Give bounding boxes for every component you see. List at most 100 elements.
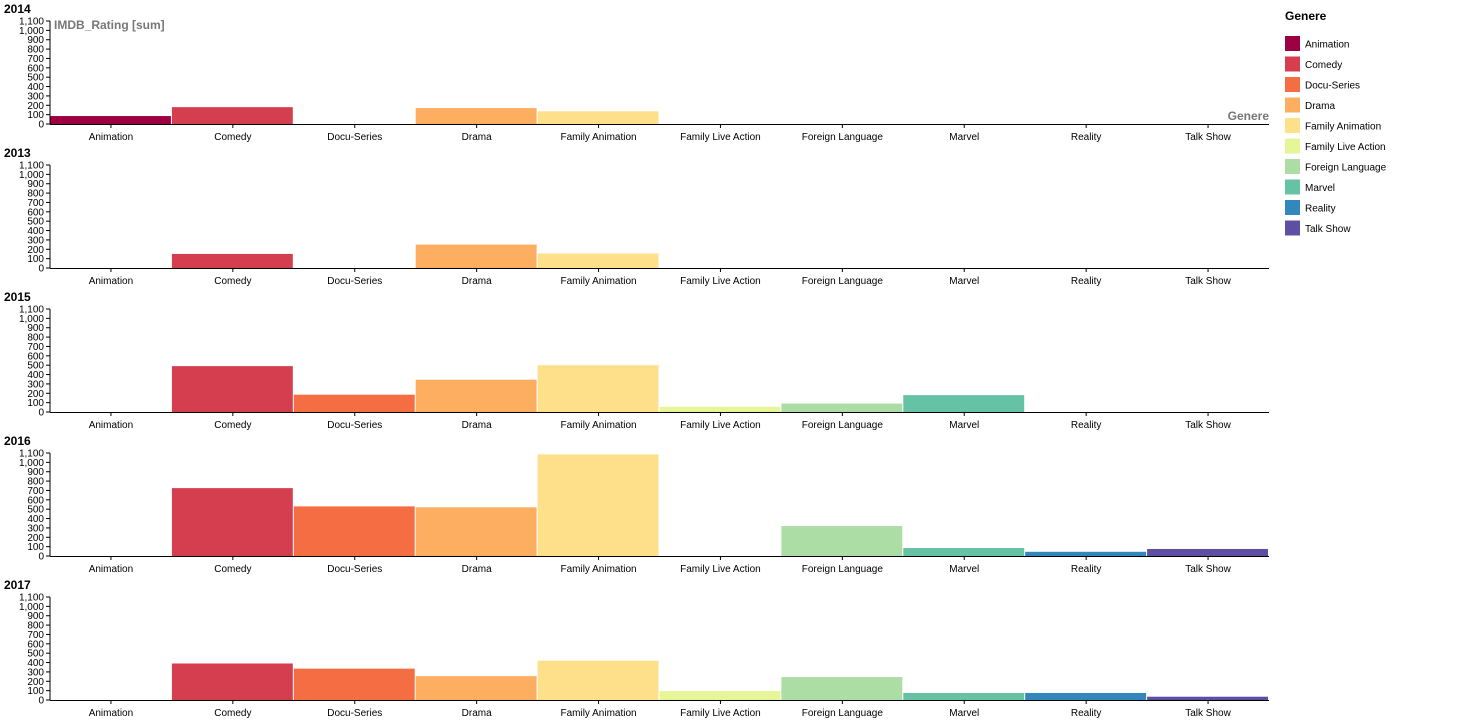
legend-item-foreign-language: Foreign Language xyxy=(1285,159,1387,174)
x-tick-label: Animation xyxy=(89,564,133,575)
y-tick-label: 600 xyxy=(27,207,44,218)
x-tick-label: Comedy xyxy=(214,276,251,287)
y-tick-label: 700 xyxy=(27,54,44,65)
y-tick-label: 400 xyxy=(27,514,44,525)
y-tick-label: 600 xyxy=(27,63,44,74)
bar-2014-family-animation xyxy=(537,111,659,124)
legend-swatch xyxy=(1285,56,1300,72)
y-tick-label: 500 xyxy=(27,649,44,660)
legend-item-animation: Animation xyxy=(1285,36,1349,51)
legend-swatch xyxy=(1285,118,1300,133)
x-tick-label: Foreign Language xyxy=(802,276,884,287)
y-tick-label: 100 xyxy=(27,110,44,121)
y-tick-label: 300 xyxy=(27,379,44,390)
y-tick-label: 800 xyxy=(27,45,44,56)
x-tick-label: Talk Show xyxy=(1185,420,1231,431)
chart-panels: 201401002003004005006007008009001,0001,1… xyxy=(4,2,1269,719)
x-tick-label: Family Animation xyxy=(560,132,636,143)
y-tick-label: 900 xyxy=(27,323,44,334)
y-tick-label: 200 xyxy=(27,245,44,256)
x-tick-label: Docu-Series xyxy=(327,564,382,575)
panel-title: 2016 xyxy=(4,434,31,448)
bar-2015-docu-series xyxy=(293,394,415,412)
x-tick-label: Talk Show xyxy=(1185,276,1231,287)
legend-swatch xyxy=(1285,97,1300,113)
bar-2016-docu-series xyxy=(293,506,415,556)
y-tick-label: 200 xyxy=(27,677,44,688)
y-tick-label: 1,100 xyxy=(19,305,44,316)
x-tick-label: Docu-Series xyxy=(327,420,382,431)
x-tick-label: Animation xyxy=(89,276,133,287)
bar-2014-animation xyxy=(50,116,171,124)
panel-title: 2017 xyxy=(4,578,31,592)
legend-label: Marvel xyxy=(1305,183,1335,194)
bar-2016-family-animation xyxy=(537,454,659,556)
y-tick-label: 700 xyxy=(27,342,44,353)
y-tick-label: 900 xyxy=(27,467,44,478)
y-tick-label: 1,100 xyxy=(19,17,44,28)
y-tick-label: 300 xyxy=(27,523,44,534)
legend-label: Drama xyxy=(1305,101,1335,112)
x-tick-label: Drama xyxy=(462,420,492,431)
x-tick-label: Family Animation xyxy=(560,564,636,575)
bar-2015-foreign-language xyxy=(781,403,903,412)
panel-2017: 2017 01002003004005006007008009001,0001,1… xyxy=(4,578,1269,719)
x-tick-label: Foreign Language xyxy=(802,420,884,431)
y-tick-label: 600 xyxy=(27,351,44,362)
y-tick-label: 0 xyxy=(38,264,44,275)
x-tick-label: Family Live Action xyxy=(680,420,761,431)
legend-swatch xyxy=(1285,36,1300,51)
y-tick-label: 100 xyxy=(27,542,44,553)
y-tick-label: 600 xyxy=(27,639,44,650)
legend-swatch xyxy=(1285,77,1300,92)
legend-swatch xyxy=(1285,159,1300,174)
legend-item-docu-series: Docu-Series xyxy=(1285,77,1360,92)
x-tick-label: Drama xyxy=(462,564,492,575)
y-tick-label: 300 xyxy=(27,667,44,678)
legend: Genere Animation Comedy Docu-Series Drama Fa… xyxy=(1285,9,1387,236)
x-tick-label: Family Animation xyxy=(560,708,636,719)
legend-swatch xyxy=(1285,138,1300,154)
x-tick-label: Drama xyxy=(462,132,492,143)
x-tick-label: Marvel xyxy=(949,564,979,575)
y-tick-label: 200 xyxy=(27,389,44,400)
x-tick-label: Marvel xyxy=(949,708,979,719)
bar-2013-family-animation xyxy=(537,253,659,268)
y-tick-label: 700 xyxy=(27,198,44,209)
bar-2016-reality xyxy=(1025,551,1147,556)
y-tick-label: 100 xyxy=(27,254,44,265)
y-tick-label: 1,000 xyxy=(19,602,44,613)
bar-2016-marvel xyxy=(903,548,1025,556)
y-tick-label: 500 xyxy=(27,73,44,84)
bar-2017-docu-series xyxy=(293,668,415,700)
x-tick-label: Foreign Language xyxy=(802,132,884,143)
x-tick-label: Animation xyxy=(89,132,133,143)
bar-2017-drama xyxy=(415,676,537,700)
y-axis-title: IMDB_Rating [sum] xyxy=(54,18,165,32)
y-tick-label: 300 xyxy=(27,91,44,102)
y-tick-label: 400 xyxy=(27,658,44,669)
x-tick-label: Reality xyxy=(1071,564,1102,575)
x-tick-label: Reality xyxy=(1071,420,1102,431)
x-tick-label: Drama xyxy=(462,708,492,719)
x-tick-label: Comedy xyxy=(214,708,251,719)
legend-label: Reality xyxy=(1305,204,1336,215)
x-tick-label: Reality xyxy=(1071,132,1102,143)
legend-item-reality: Reality xyxy=(1285,200,1336,215)
x-tick-label: Family Live Action xyxy=(680,276,761,287)
y-tick-label: 800 xyxy=(27,189,44,200)
y-tick-label: 500 xyxy=(27,505,44,516)
bar-2014-drama xyxy=(415,108,537,124)
x-tick-label: Family Live Action xyxy=(680,708,761,719)
legend-label: Family Animation xyxy=(1305,122,1381,133)
legend-item-talk-show: Talk Show xyxy=(1285,220,1351,236)
y-tick-label: 900 xyxy=(27,611,44,622)
x-tick-label: Foreign Language xyxy=(802,564,884,575)
x-tick-label: Docu-Series xyxy=(327,276,382,287)
bar-2014-comedy xyxy=(171,107,293,124)
bar-2015-comedy xyxy=(171,366,293,412)
x-tick-label: Comedy xyxy=(214,564,251,575)
bar-2015-family-live-action xyxy=(659,406,781,412)
x-tick-label: Family Animation xyxy=(560,276,636,287)
bar-2013-comedy xyxy=(171,253,293,268)
